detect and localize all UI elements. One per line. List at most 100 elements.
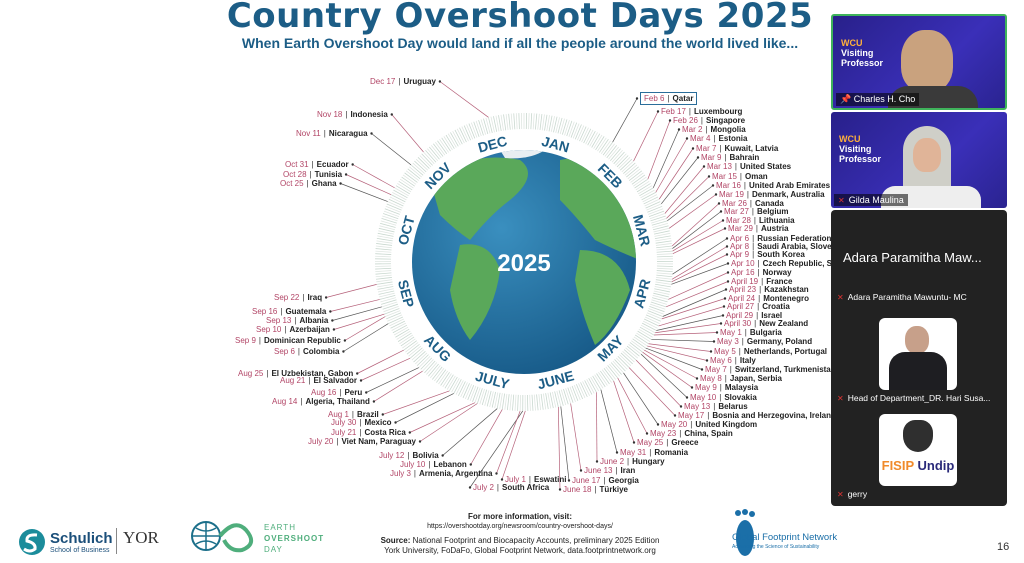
day-tick [455, 380, 464, 395]
day-tick [376, 240, 393, 244]
country-label: Sep 16 | Guatemala [252, 307, 327, 316]
country-label: Mar 27 | Belgium [724, 207, 789, 216]
participant-photo-hari[interactable] [879, 318, 957, 390]
leader-line [501, 410, 526, 480]
country-name: Lithuania [758, 216, 795, 225]
country-label: April 23 | Kazakhstan [729, 285, 809, 294]
source-label: Source: [380, 536, 411, 545]
participant-photo-gerry[interactable]: FISIP Undip [879, 414, 957, 486]
day-tick [380, 222, 396, 228]
leader-dot [365, 391, 368, 394]
leader-dot [722, 305, 726, 308]
day-tick [533, 394, 536, 411]
leader-dot [381, 413, 384, 416]
day-tick [376, 279, 393, 283]
leader-line [672, 228, 726, 254]
day-tick [619, 158, 633, 171]
country-name: Bulgaria [749, 328, 782, 337]
day-tick [638, 185, 653, 195]
day-tick [381, 299, 397, 305]
day-tick [623, 162, 636, 174]
leader-dot [685, 396, 689, 399]
day-tick [628, 170, 643, 181]
video-tile-gilda[interactable]: WCU Visiting Professor ✕ Gilda Maulina [831, 112, 1007, 208]
day-tick [459, 127, 467, 143]
day-tick [538, 394, 542, 411]
leader-line [653, 332, 718, 336]
overshoot-date: May 17 [678, 411, 705, 420]
day-tick [652, 297, 668, 303]
eod-text-3: DAY [264, 545, 283, 554]
leader-dot [719, 210, 723, 213]
day-tick [429, 146, 440, 160]
day-tick [409, 166, 422, 178]
day-tick [416, 354, 429, 367]
day-tick [475, 120, 482, 137]
day-tick [634, 334, 649, 345]
day-tick [625, 347, 639, 359]
day-tick [618, 157, 631, 169]
more-info-url[interactable]: https://overshootday.org/newsroom/countr… [427, 523, 613, 530]
leader-line [658, 306, 725, 327]
leader-line [647, 345, 708, 361]
leader-dot [356, 372, 359, 375]
day-tick [609, 148, 621, 162]
day-tick [640, 324, 656, 334]
country-name: Greece [671, 438, 699, 447]
leader-dot [711, 184, 715, 187]
month-label: DEC [476, 133, 509, 156]
leader-line [664, 166, 705, 214]
day-tick [418, 355, 431, 368]
overshoot-date: Mar 16 [716, 181, 741, 190]
day-tick [423, 151, 435, 165]
day-tick [386, 203, 402, 211]
leader-dot [332, 328, 336, 331]
day-tick [656, 274, 673, 278]
day-tick [380, 220, 397, 226]
leader-dot [725, 253, 729, 256]
day-tick [561, 119, 568, 135]
leader-dot [705, 359, 709, 362]
day-tick [532, 113, 535, 130]
day-tick [617, 355, 630, 368]
day-tick [656, 250, 673, 253]
leader-line [633, 111, 659, 162]
overshoot-date: May 20 [661, 420, 688, 429]
country-name: Nicaragua [328, 129, 368, 138]
overshoot-date: June 18 [563, 485, 592, 494]
country-name: Guatemala [285, 307, 327, 316]
day-tick [508, 113, 511, 130]
country-label: Aug 21 | El Salvador [280, 376, 358, 385]
source-line2: York University, FoDaFo, Global Footprin… [384, 546, 656, 555]
country-name: Algeria, Thailand [305, 397, 370, 406]
day-tick [387, 201, 403, 209]
overshoot-date: Feb 17 [661, 107, 686, 116]
participant-video [901, 30, 953, 92]
country-name: Uruguay [403, 77, 436, 86]
day-tick [620, 352, 633, 365]
country-name: South Africa [501, 483, 550, 492]
leader-line [628, 367, 676, 416]
overshoot-date: Apr 16 [731, 268, 755, 277]
leader-dot [709, 350, 713, 353]
country-label: Aug 25 | El Uzbekistan, Gabon [238, 369, 354, 378]
day-tick [641, 322, 657, 331]
day-tick [594, 374, 604, 389]
leader-dot [712, 340, 716, 343]
day-tick [624, 164, 638, 176]
day-tick [421, 153, 433, 166]
leader-dot [724, 288, 728, 291]
day-tick [656, 255, 673, 258]
banner-text: WCU Visiting Professor [841, 38, 884, 68]
country-name: Costa Rica [364, 428, 406, 437]
video-tile-charles[interactable]: WCU Visiting Professor 📌 Charles H. Cho [831, 14, 1007, 110]
day-tick [568, 121, 575, 137]
day-tick [432, 366, 443, 380]
day-tick [481, 389, 488, 406]
day-tick [490, 116, 495, 133]
leader-dot [579, 469, 583, 472]
day-tick [655, 243, 672, 246]
day-tick [501, 393, 506, 410]
country-name: Italy [739, 356, 756, 365]
country-name: Viet Nam, Paraguay [341, 437, 416, 446]
